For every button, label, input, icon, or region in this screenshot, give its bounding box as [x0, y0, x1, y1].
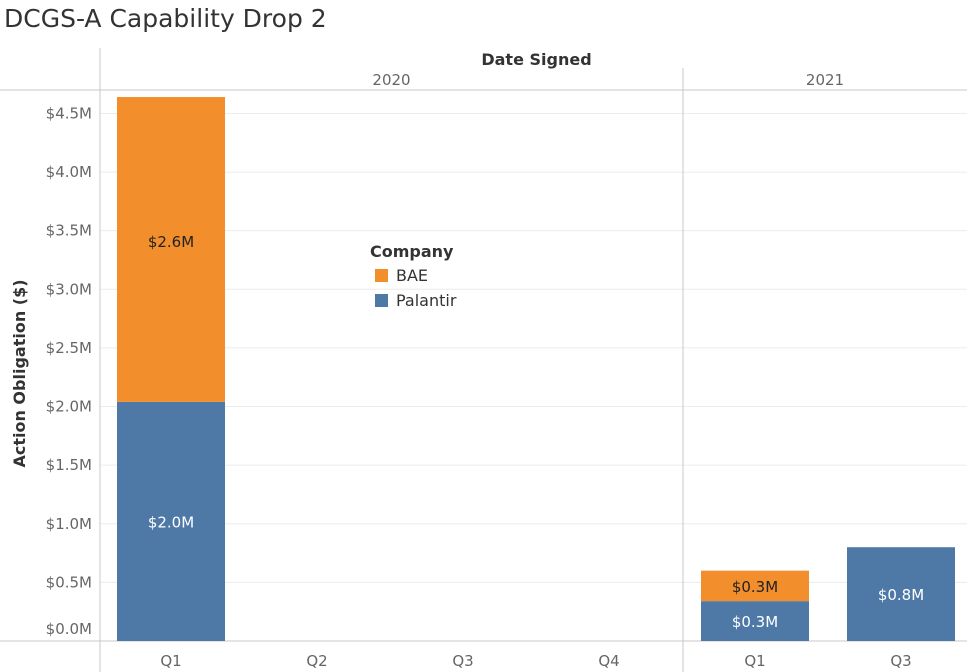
y-tick-label: $3.0M	[46, 280, 92, 298]
legend-swatch	[375, 294, 388, 307]
legend-entry: BAE	[396, 266, 428, 285]
bars: $2.0M $0.3M $0.8M $2.6M $0.3M	[117, 97, 955, 641]
y-tick-label: $4.5M	[46, 104, 92, 122]
bar-bae	[117, 97, 225, 402]
y-tick-label: $4.0M	[46, 163, 92, 181]
bar-palantir	[847, 547, 955, 641]
legend-title: Company	[370, 242, 454, 261]
y-tick-label: $0.5M	[46, 573, 92, 591]
year-label: 2020	[372, 71, 410, 89]
data-label: $0.3M	[732, 613, 778, 631]
y-tick-label: $1.0M	[46, 515, 92, 533]
gridlines	[100, 112, 967, 583]
y-tick-label: $0.0M	[46, 620, 92, 638]
legend: Company BAE Palantir	[370, 242, 457, 310]
data-label: $0.8M	[878, 586, 924, 604]
x-tick-label: Q3	[452, 652, 473, 670]
y-axis: $0.0M $0.5M $1.0M $1.5M $2.0M $2.5M $3.0M $3.5M…	[10, 104, 92, 638]
chart-title: DCGS-A Capability Drop 2	[4, 4, 327, 33]
legend-entry: Palantir	[396, 291, 457, 310]
data-label: $2.6M	[148, 233, 194, 251]
y-tick-label: $2.5M	[46, 339, 92, 357]
x-tick-label: Q1	[160, 652, 181, 670]
bar-palantir	[701, 601, 809, 641]
data-label: $2.0M	[148, 513, 194, 531]
legend-swatch	[375, 269, 388, 282]
data-label: $0.3M	[732, 578, 778, 596]
y-axis-title: Action Obligation ($)	[10, 279, 29, 467]
x-tick-label: Q3	[890, 652, 911, 670]
bar-bae	[701, 570, 809, 602]
column-header: Date Signed	[481, 50, 591, 69]
x-tick-label: Q1	[744, 652, 765, 670]
x-tick-label: Q4	[598, 652, 619, 670]
x-axis: Date Signed 2020 2021 Q1 Q2 Q3 Q4 Q1 Q3	[160, 50, 911, 670]
bar-palantir	[117, 401, 225, 641]
y-tick-label: $3.5M	[46, 222, 92, 240]
x-tick-label: Q2	[306, 652, 327, 670]
y-tick-label: $2.0M	[46, 398, 92, 416]
year-label: 2021	[806, 71, 844, 89]
y-tick-label: $1.5M	[46, 456, 92, 474]
